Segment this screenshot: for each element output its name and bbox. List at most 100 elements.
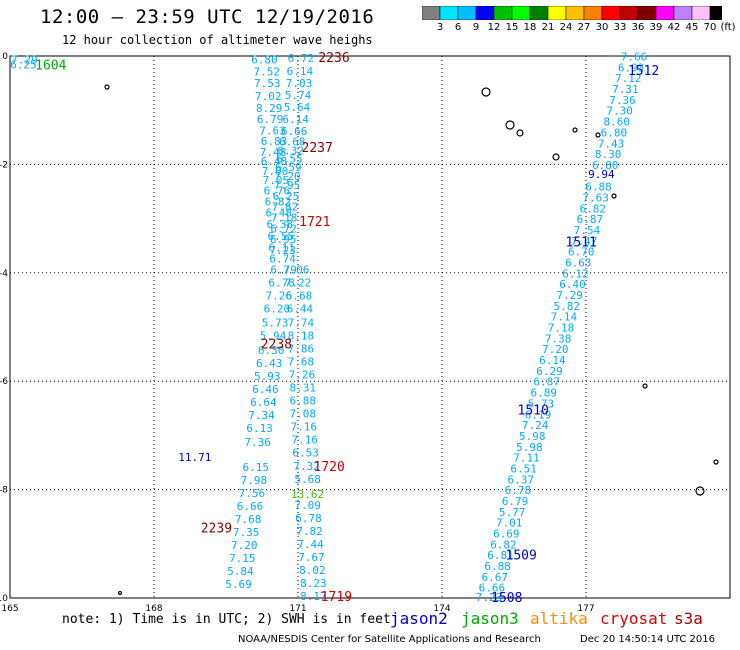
- wave-height-value: 6.82: [265, 195, 292, 208]
- wave-height-value: 7.20: [274, 170, 301, 183]
- pass-time-label: 1512: [628, 64, 659, 79]
- wave-height-value: 7.03: [286, 77, 313, 90]
- wave-height-value: 7.18: [548, 322, 575, 335]
- y-tick-label: 0: [2, 52, 8, 62]
- wave-height-value: 7.01: [496, 517, 523, 530]
- wave-height-value: 7.48: [260, 146, 287, 159]
- island-outline: [595, 132, 601, 138]
- wave-height-value: 5.98: [519, 430, 546, 443]
- pass-time-label: 1510: [518, 403, 549, 418]
- mission-cryosat: cryosat: [600, 609, 668, 628]
- wave-height-value: 6.53: [292, 447, 319, 460]
- wave-height-value: 7.36: [244, 436, 271, 449]
- x-tick-label: 168: [145, 604, 162, 614]
- y-tick-label: -2: [0, 160, 8, 170]
- island-outline: [516, 129, 524, 137]
- wave-height-value: 6.68: [286, 290, 313, 303]
- colorbar-tick-label: 33: [613, 22, 627, 33]
- island-outline: [572, 127, 578, 133]
- mission-altika: altika: [530, 609, 588, 628]
- wave-height-value: 5.69: [225, 578, 252, 591]
- wave-height-value: 7.36: [609, 94, 636, 107]
- wave-height-value: 7.66: [621, 51, 648, 64]
- colorbar-tick-label: 27: [577, 22, 591, 33]
- wave-height-value: 7.11: [513, 452, 540, 465]
- wave-height-value: 7.05: [263, 174, 290, 187]
- wave-height-value: 6.88: [290, 395, 317, 408]
- wave-height-value: 8.23: [300, 577, 327, 590]
- wave-height-value: 7.12: [615, 72, 642, 85]
- credit-line: NOAA/NESDIS Center for Satellite Applica…: [238, 634, 541, 645]
- wave-height-value: 6.14: [287, 65, 314, 78]
- wave-height-value: 6.88: [484, 560, 511, 573]
- colorbar-tick-label: 36: [631, 22, 645, 33]
- wave-height-value: 6.59: [275, 161, 302, 174]
- wave-height-value: 7.56: [239, 487, 266, 500]
- wave-height-value: 7.02: [255, 90, 282, 103]
- wave-height-value: 7.26: [289, 369, 316, 382]
- wave-height-value: 6.80: [601, 126, 628, 139]
- wave-height-value: 6.38: [267, 218, 294, 231]
- wave-height-value: 7.23: [476, 591, 503, 604]
- y-tick-label: -6: [0, 377, 8, 387]
- generation-timestamp: Dec 20 14:50:14 UTC 2016: [580, 634, 715, 645]
- wave-height-value: 6.72: [270, 222, 297, 235]
- wave-height-value: 7.18: [271, 212, 298, 225]
- y-tick-label: -4: [0, 269, 8, 279]
- colorbar-tick-label: 39: [649, 22, 663, 33]
- wave-height-value: 6.72: [288, 52, 315, 65]
- wave-height-value: 5.64: [284, 101, 311, 114]
- colorbar-tick-label: 15: [505, 22, 519, 33]
- wave-height-value: 6.79: [502, 495, 529, 508]
- wave-height-value: 6.66: [479, 582, 506, 595]
- wave-height-value: 6.20: [264, 303, 291, 316]
- wave-height-value: 6.74: [269, 253, 296, 266]
- mission-jason3: jason3: [461, 609, 519, 628]
- x-tick-label: 177: [577, 604, 594, 614]
- wave-height-value: 6.80: [251, 53, 278, 66]
- colorbar-tick-label: 45: [685, 22, 699, 33]
- wave-height-value: 7.29: [11, 53, 38, 66]
- wave-height-value: 7.53: [254, 77, 281, 90]
- wave-height-value: 6.89: [531, 387, 558, 400]
- wave-height-value: 7.68: [235, 513, 262, 526]
- island-outline: [552, 153, 560, 161]
- wave-height-value: 8.17: [300, 590, 327, 603]
- y-tick-label: -8: [0, 486, 8, 496]
- wave-height-value: 5.73: [528, 397, 555, 410]
- wave-height-value: 6.46: [252, 383, 279, 396]
- wave-height-value: 8.31: [290, 382, 317, 395]
- wave-height-value: 5.68: [294, 473, 321, 486]
- pass-time-label: 1720: [314, 460, 345, 475]
- wave-height-value: 6.40: [559, 278, 586, 291]
- wave-height-value: 6.63: [565, 257, 592, 270]
- wave-height-value: 7.38: [545, 332, 572, 345]
- island-outline: [505, 120, 515, 130]
- wave-height-value: 7.63: [259, 124, 286, 137]
- wave-height-value: 6.67: [482, 571, 509, 584]
- wave-height-value: 7.16: [291, 421, 318, 434]
- island-outline: [695, 486, 705, 496]
- wave-height-value: 5.94: [260, 330, 287, 343]
- wave-height-value: 6.93: [618, 61, 645, 74]
- wave-height-value: 13.62: [291, 488, 324, 501]
- wave-height-value: 7.63: [582, 191, 609, 204]
- wave-height-value: 6.79: [270, 264, 297, 277]
- wave-height-value: 5.93: [254, 370, 281, 383]
- wave-height-value: 6.25: [273, 190, 300, 203]
- wave-height-value: 11.71: [178, 451, 211, 464]
- colorbar-tick-label: 21: [541, 22, 555, 33]
- island-outline: [117, 590, 123, 596]
- island-outline: [611, 193, 617, 199]
- wave-height-value: 7.20: [542, 343, 569, 356]
- wave-height-value: 7.30: [606, 105, 633, 118]
- wave-height-value: 7.23: [269, 244, 296, 257]
- wave-height-value: 7.43: [598, 137, 625, 150]
- footnote: note: 1) Time is in UTC; 2) SWH is in fe…: [62, 612, 391, 627]
- wave-height-value: 7.47: [571, 235, 598, 248]
- wave-height-value: 8.60: [603, 116, 630, 129]
- wave-height-value: 7.32: [293, 460, 320, 473]
- wave-height-value: 7.14: [551, 311, 578, 324]
- wave-height-value: 6.64: [250, 396, 277, 409]
- colorbar-tick-label: 30: [595, 22, 609, 33]
